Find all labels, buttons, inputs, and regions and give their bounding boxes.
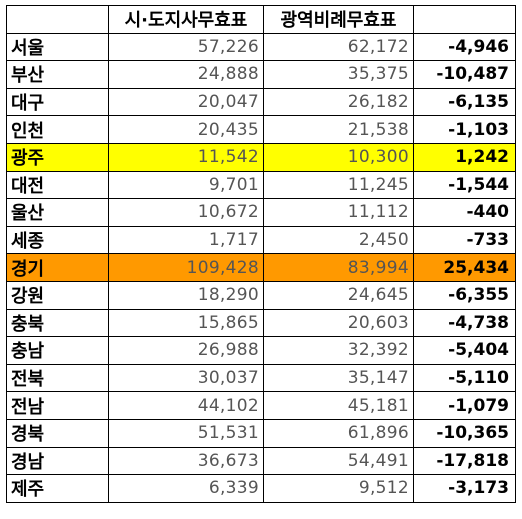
governor-invalid-cell: 6,339 (108, 474, 264, 503)
proportional-invalid-cell: 83,994 (263, 253, 414, 282)
proportional-invalid-cell: 54,491 (263, 446, 414, 476)
difference-cell: -1,544 (413, 170, 516, 200)
governor-invalid-cell: 57,226 (108, 32, 264, 62)
governor-invalid-cell: 109,428 (108, 253, 264, 282)
proportional-invalid-cell: 24,645 (263, 280, 414, 310)
difference-cell: -4,946 (413, 32, 516, 62)
table-row: 대전 9,701 11,245 -1,544 (6, 170, 516, 200)
table-row: 광주 11,542 10,300 1,242 (6, 142, 516, 172)
proportional-invalid-cell: 9,512 (263, 474, 414, 503)
table-body: 서울 57,226 62,172 -4,946 부산 24,888 35,375 -10,48… (6, 32, 516, 503)
header-region (6, 5, 109, 34)
proportional-invalid-cell: 32,392 (263, 336, 414, 365)
region-cell: 제주 (6, 474, 109, 503)
header-difference (413, 5, 516, 34)
governor-invalid-cell: 30,037 (108, 363, 264, 393)
table-row: 충남 26,988 32,392 -5,404 (6, 336, 516, 365)
region-cell: 대구 (6, 87, 109, 117)
governor-invalid-cell: 44,102 (108, 391, 264, 420)
table-row: 인천 20,435 21,538 -1,103 (6, 115, 516, 144)
proportional-invalid-cell: 35,375 (263, 60, 414, 89)
table-row: 서울 57,226 62,172 -4,946 (6, 32, 516, 62)
governor-invalid-cell: 15,865 (108, 308, 264, 338)
region-cell: 세종 (6, 225, 109, 255)
table-row: 강원 18,290 24,645 -6,355 (6, 280, 516, 310)
region-cell: 강원 (6, 280, 109, 310)
table-row: 경기 109,428 83,994 25,434 (6, 253, 516, 282)
proportional-invalid-cell: 20,603 (263, 308, 414, 338)
proportional-invalid-cell: 62,172 (263, 32, 414, 62)
proportional-invalid-cell: 35,147 (263, 363, 414, 393)
table-row: 전남 44,102 45,181 -1,079 (6, 391, 516, 420)
governor-invalid-cell: 51,531 (108, 418, 264, 448)
difference-cell: -17,818 (413, 446, 516, 476)
governor-invalid-cell: 26,988 (108, 336, 264, 365)
table-row: 부산 24,888 35,375 -10,487 (6, 60, 516, 89)
difference-cell: -440 (413, 198, 516, 227)
governor-invalid-cell: 20,047 (108, 87, 264, 117)
table-row: 울산 10,672 11,112 -440 (6, 198, 516, 227)
governor-invalid-cell: 24,888 (108, 60, 264, 89)
difference-cell: -4,738 (413, 308, 516, 338)
region-cell: 울산 (6, 198, 109, 227)
proportional-invalid-cell: 2,450 (263, 225, 414, 255)
difference-cell: 1,242 (413, 142, 516, 172)
table-row: 경북 51,531 61,896 -10,365 (6, 418, 516, 448)
difference-cell: -5,110 (413, 363, 516, 393)
region-cell: 충남 (6, 336, 109, 365)
table-row: 세종 1,717 2,450 -733 (6, 225, 516, 255)
difference-cell: -3,173 (413, 474, 516, 503)
region-cell: 전북 (6, 363, 109, 393)
governor-invalid-cell: 1,717 (108, 225, 264, 255)
region-cell: 부산 (6, 60, 109, 89)
region-cell: 충북 (6, 308, 109, 338)
governor-invalid-cell: 9,701 (108, 170, 264, 200)
proportional-invalid-cell: 11,245 (263, 170, 414, 200)
difference-cell: -10,365 (413, 418, 516, 448)
difference-cell: 25,434 (413, 253, 516, 282)
proportional-invalid-cell: 21,538 (263, 115, 414, 144)
table-row: 전북 30,037 35,147 -5,110 (6, 363, 516, 393)
proportional-invalid-cell: 10,300 (263, 142, 414, 172)
region-cell: 경기 (6, 253, 109, 282)
table-row: 제주 6,339 9,512 -3,173 (6, 474, 516, 503)
difference-cell: -733 (413, 225, 516, 255)
header-row: 시·도지사무효표 광역비례무효표 (6, 5, 516, 34)
proportional-invalid-cell: 45,181 (263, 391, 414, 420)
table-row: 충북 15,865 20,603 -4,738 (6, 308, 516, 338)
region-cell: 대전 (6, 170, 109, 200)
region-cell: 인천 (6, 115, 109, 144)
table-row: 대구 20,047 26,182 -6,135 (6, 87, 516, 117)
difference-cell: -1,079 (413, 391, 516, 420)
governor-invalid-cell: 11,542 (108, 142, 264, 172)
region-cell: 경북 (6, 418, 109, 448)
governor-invalid-cell: 18,290 (108, 280, 264, 310)
governor-invalid-cell: 20,435 (108, 115, 264, 144)
region-cell: 전남 (6, 391, 109, 420)
difference-cell: -5,404 (413, 336, 516, 365)
region-cell: 광주 (6, 142, 109, 172)
table-row: 경남 36,673 54,491 -17,818 (6, 446, 516, 476)
governor-invalid-cell: 36,673 (108, 446, 264, 476)
difference-cell: -6,355 (413, 280, 516, 310)
header-proportional-invalid: 광역비례무효표 (263, 5, 414, 34)
proportional-invalid-cell: 11,112 (263, 198, 414, 227)
difference-cell: -6,135 (413, 87, 516, 117)
difference-cell: -1,103 (413, 115, 516, 144)
difference-cell: -10,487 (413, 60, 516, 89)
region-cell: 경남 (6, 446, 109, 476)
header-governor-invalid: 시·도지사무효표 (108, 5, 264, 34)
proportional-invalid-cell: 61,896 (263, 418, 414, 448)
governor-invalid-cell: 10,672 (108, 198, 264, 227)
region-cell: 서울 (6, 32, 109, 62)
proportional-invalid-cell: 26,182 (263, 87, 414, 117)
invalid-votes-table: 시·도지사무효표 광역비례무효표 서울 57,226 62,172 -4,946 부산 2… (6, 5, 516, 503)
